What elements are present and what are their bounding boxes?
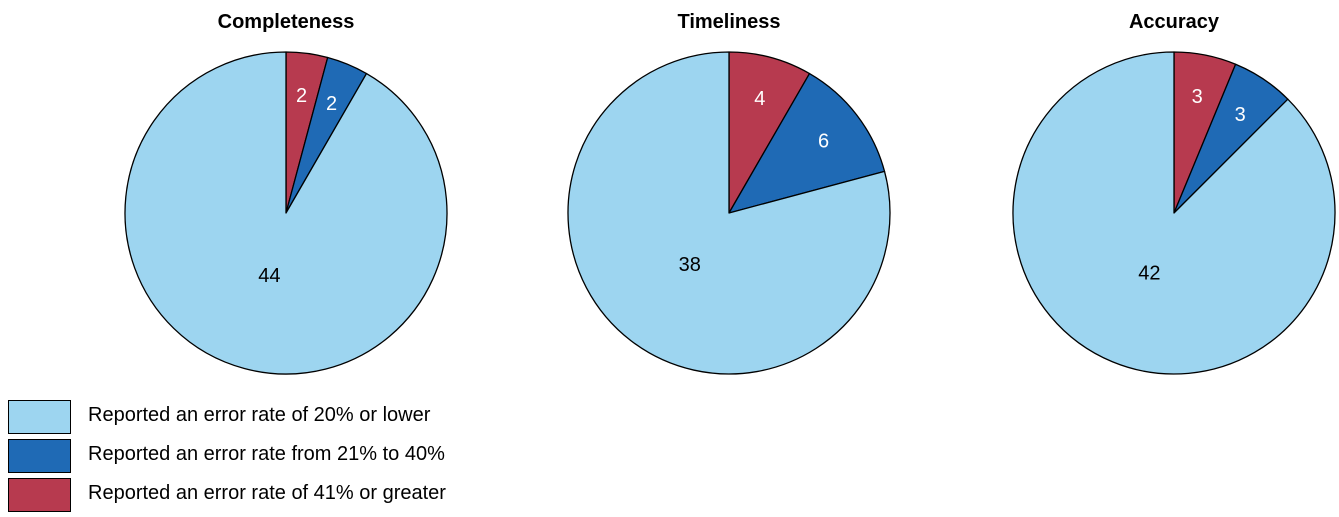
slice-value-label: 44 [258,265,280,287]
slice-value-label: 4 [754,88,765,110]
chart-title: Timeliness [677,11,780,33]
slice-value-label: 38 [679,254,701,276]
chart-title: Accuracy [1129,11,1220,33]
slice-value-label: 3 [1235,104,1246,126]
pie-slice [567,51,891,375]
legend-swatch-mid [8,439,71,473]
pie-slice [728,72,886,214]
slice-value-label: 42 [1138,263,1160,285]
pie-charts: Completeness 2 2 44 Timeliness 4 6 38 Accuracy 3 3… [124,11,1336,375]
legend-label-high: Reported an error rate of 41% or greater [88,482,446,504]
pie-slice [124,51,448,375]
pie-chart-accuracy: Accuracy 3 3 42 [1012,11,1336,375]
legend-swatch-high [8,478,71,512]
slice-value-label: 2 [296,85,307,107]
slice-value-label: 6 [818,130,829,152]
pie-slice [1012,51,1336,375]
pie-chart-timeliness: Timeliness 4 6 38 [567,11,891,375]
slice-value-label: 3 [1192,86,1203,108]
legend-swatch-low [8,400,71,434]
slice-value-label: 2 [326,93,337,115]
legend-label-low: Reported an error rate of 20% or lower [88,404,431,426]
pie-chart-completeness: Completeness 2 2 44 [124,11,448,375]
legend-label-mid: Reported an error rate from 21% to 40% [88,443,445,465]
chart-title: Completeness [218,11,355,33]
